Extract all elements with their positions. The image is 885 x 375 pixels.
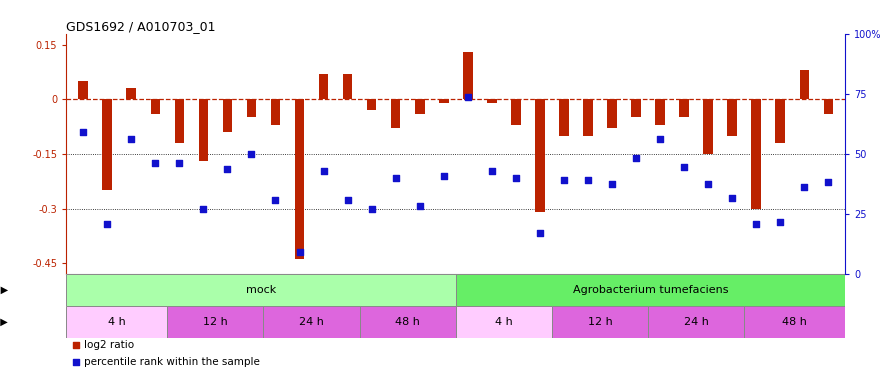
Bar — [487, 99, 496, 103]
Bar — [342, 74, 352, 99]
Point — [76, 129, 90, 135]
Bar — [167, 306, 264, 338]
Bar — [680, 99, 689, 117]
Bar — [367, 99, 376, 110]
Bar — [824, 99, 833, 114]
Text: 48 h: 48 h — [782, 317, 807, 327]
Text: 48 h: 48 h — [396, 317, 420, 327]
Point — [534, 150, 548, 156]
Point — [148, 160, 162, 166]
Point — [605, 182, 620, 188]
Bar — [66, 274, 456, 306]
Point — [629, 155, 643, 161]
Text: percentile rank within the sample: percentile rank within the sample — [83, 357, 259, 367]
Text: 24 h: 24 h — [299, 317, 324, 327]
Point — [461, 94, 475, 100]
Bar — [198, 99, 208, 161]
Point — [534, 296, 548, 302]
Text: time ▶: time ▶ — [0, 317, 8, 327]
Point — [750, 221, 764, 227]
Point — [581, 177, 595, 183]
Point — [317, 168, 331, 174]
Bar — [559, 99, 569, 136]
Point — [100, 221, 114, 227]
Point — [653, 136, 667, 142]
Point — [412, 203, 427, 209]
Point — [485, 168, 499, 174]
Point — [173, 160, 187, 166]
Bar — [247, 99, 257, 117]
Text: 24 h: 24 h — [684, 317, 709, 327]
Bar — [552, 306, 648, 338]
Text: mock: mock — [246, 285, 276, 295]
Bar — [463, 52, 473, 99]
Bar — [511, 99, 520, 125]
Bar — [295, 99, 304, 260]
Bar — [66, 306, 167, 338]
Bar — [727, 99, 737, 136]
Text: 4 h: 4 h — [108, 317, 126, 327]
Point — [268, 197, 282, 203]
Point — [341, 197, 355, 203]
Bar — [631, 99, 641, 117]
Text: log2 ratio: log2 ratio — [83, 340, 134, 351]
Point — [797, 184, 812, 190]
Text: GDS1692 / A010703_01: GDS1692 / A010703_01 — [66, 20, 216, 33]
Bar — [359, 306, 456, 338]
Bar — [751, 99, 761, 208]
Bar — [648, 306, 744, 338]
Point — [292, 249, 306, 255]
Point — [557, 177, 571, 183]
Text: infection ▶: infection ▶ — [0, 285, 8, 295]
Point — [196, 206, 211, 212]
Point — [244, 151, 258, 157]
Bar — [775, 99, 785, 143]
Bar — [583, 99, 593, 136]
Point — [773, 219, 788, 225]
Bar — [271, 99, 281, 125]
Bar — [456, 306, 552, 338]
Bar — [655, 99, 665, 125]
Bar — [456, 274, 845, 306]
Point — [124, 136, 138, 142]
Point — [436, 173, 450, 179]
Point — [725, 195, 739, 201]
Bar — [607, 99, 617, 128]
Text: 12 h: 12 h — [588, 317, 612, 327]
Point — [509, 175, 523, 181]
Point — [821, 179, 835, 185]
Bar — [415, 99, 425, 114]
Bar — [704, 99, 713, 154]
Text: Agrobacterium tumefaciens: Agrobacterium tumefaciens — [573, 285, 728, 295]
Bar — [535, 99, 544, 212]
Bar — [223, 99, 232, 132]
Bar — [799, 70, 809, 99]
Bar — [103, 99, 112, 190]
Point — [389, 175, 403, 181]
Point — [677, 164, 691, 170]
Bar — [744, 306, 845, 338]
Bar — [79, 81, 88, 99]
Bar — [174, 99, 184, 143]
Bar — [150, 99, 160, 114]
Point — [701, 182, 715, 188]
Text: 12 h: 12 h — [203, 317, 227, 327]
Bar — [127, 88, 136, 99]
Bar — [391, 99, 401, 128]
Bar — [319, 74, 328, 99]
Bar — [439, 99, 449, 103]
Text: 4 h: 4 h — [495, 317, 512, 327]
Point — [365, 206, 379, 212]
Point — [533, 230, 547, 236]
Point — [220, 166, 235, 172]
Bar — [264, 306, 359, 338]
